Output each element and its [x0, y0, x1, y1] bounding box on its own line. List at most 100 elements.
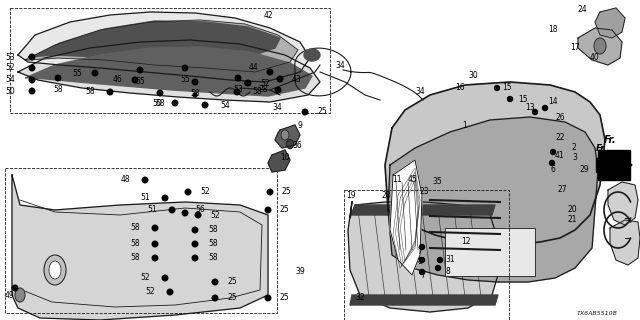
Polygon shape — [615, 152, 632, 165]
Circle shape — [419, 269, 424, 275]
Circle shape — [245, 81, 249, 85]
Circle shape — [195, 212, 201, 218]
Circle shape — [265, 207, 271, 213]
Text: 52: 52 — [145, 287, 155, 297]
Circle shape — [153, 242, 157, 246]
Bar — [5, 168, 277, 313]
Circle shape — [508, 97, 513, 101]
Text: 36: 36 — [292, 140, 301, 149]
Polygon shape — [610, 220, 640, 265]
Circle shape — [185, 189, 191, 195]
Text: 46: 46 — [112, 76, 122, 84]
Polygon shape — [18, 40, 320, 102]
Text: 26: 26 — [555, 114, 564, 123]
Text: 44: 44 — [248, 63, 258, 73]
Circle shape — [192, 255, 198, 261]
Text: 7: 7 — [417, 247, 422, 257]
Ellipse shape — [15, 288, 25, 302]
Circle shape — [193, 93, 197, 97]
Polygon shape — [578, 28, 622, 65]
Text: 21: 21 — [568, 215, 577, 225]
Text: 40: 40 — [590, 53, 600, 62]
Text: 43: 43 — [292, 75, 301, 84]
Text: 14: 14 — [548, 98, 557, 107]
Text: 24: 24 — [578, 5, 588, 14]
Circle shape — [158, 91, 162, 95]
Text: 16: 16 — [455, 84, 465, 92]
Text: 50: 50 — [5, 86, 15, 95]
Bar — [445, 228, 535, 276]
Text: 25: 25 — [282, 188, 292, 196]
Polygon shape — [350, 295, 498, 305]
Circle shape — [532, 109, 538, 115]
Circle shape — [108, 89, 113, 95]
Circle shape — [245, 80, 251, 86]
Circle shape — [12, 285, 18, 291]
Polygon shape — [390, 160, 422, 275]
Polygon shape — [28, 21, 280, 62]
Ellipse shape — [594, 38, 606, 54]
Text: 52: 52 — [140, 274, 150, 283]
Text: 55: 55 — [180, 76, 190, 84]
Circle shape — [182, 65, 188, 71]
Circle shape — [29, 65, 35, 71]
Text: 27: 27 — [558, 186, 568, 195]
Polygon shape — [352, 205, 495, 215]
Circle shape — [29, 54, 35, 60]
Text: 30: 30 — [468, 70, 477, 79]
Circle shape — [192, 241, 198, 247]
Circle shape — [495, 85, 499, 91]
Text: 58: 58 — [131, 239, 140, 249]
Text: 8: 8 — [417, 258, 422, 267]
Text: 23: 23 — [420, 188, 429, 196]
Text: 3: 3 — [572, 154, 577, 163]
Text: 58: 58 — [131, 253, 140, 262]
Text: 15: 15 — [502, 84, 511, 92]
Text: 1: 1 — [462, 121, 467, 130]
Text: Fr.: Fr. — [604, 135, 616, 145]
Circle shape — [234, 89, 240, 95]
Circle shape — [435, 266, 440, 270]
Circle shape — [193, 80, 197, 84]
Text: 45: 45 — [408, 175, 418, 185]
Text: 58: 58 — [208, 226, 218, 235]
Text: 29: 29 — [580, 165, 589, 174]
Polygon shape — [615, 165, 632, 178]
Circle shape — [29, 88, 35, 94]
Text: 25: 25 — [228, 293, 237, 302]
Circle shape — [235, 90, 239, 94]
Text: 34: 34 — [272, 103, 282, 113]
Text: 58: 58 — [131, 223, 140, 233]
Text: 58: 58 — [252, 87, 262, 97]
Text: 25: 25 — [280, 293, 290, 302]
Text: 35: 35 — [432, 178, 442, 187]
Circle shape — [192, 79, 198, 85]
Circle shape — [543, 106, 547, 110]
Text: 50: 50 — [152, 99, 162, 108]
Circle shape — [153, 226, 157, 230]
Polygon shape — [608, 182, 638, 225]
Text: 2: 2 — [572, 143, 577, 153]
Circle shape — [169, 207, 175, 213]
Text: 52: 52 — [260, 78, 269, 87]
Circle shape — [152, 241, 158, 247]
Circle shape — [157, 90, 163, 96]
Circle shape — [153, 256, 157, 260]
Circle shape — [302, 109, 308, 115]
Circle shape — [419, 244, 424, 250]
Text: 25: 25 — [318, 108, 328, 116]
Text: 25: 25 — [228, 277, 237, 286]
Polygon shape — [18, 12, 310, 82]
Text: 20: 20 — [568, 205, 578, 214]
Text: 58: 58 — [155, 100, 165, 108]
Text: 15: 15 — [518, 95, 527, 105]
Text: 49: 49 — [5, 291, 15, 300]
Circle shape — [108, 90, 112, 94]
Circle shape — [56, 76, 60, 80]
Circle shape — [212, 295, 218, 301]
Text: 31: 31 — [445, 255, 454, 265]
Circle shape — [268, 69, 273, 75]
Polygon shape — [598, 150, 630, 180]
Circle shape — [277, 76, 283, 82]
Circle shape — [268, 189, 273, 195]
